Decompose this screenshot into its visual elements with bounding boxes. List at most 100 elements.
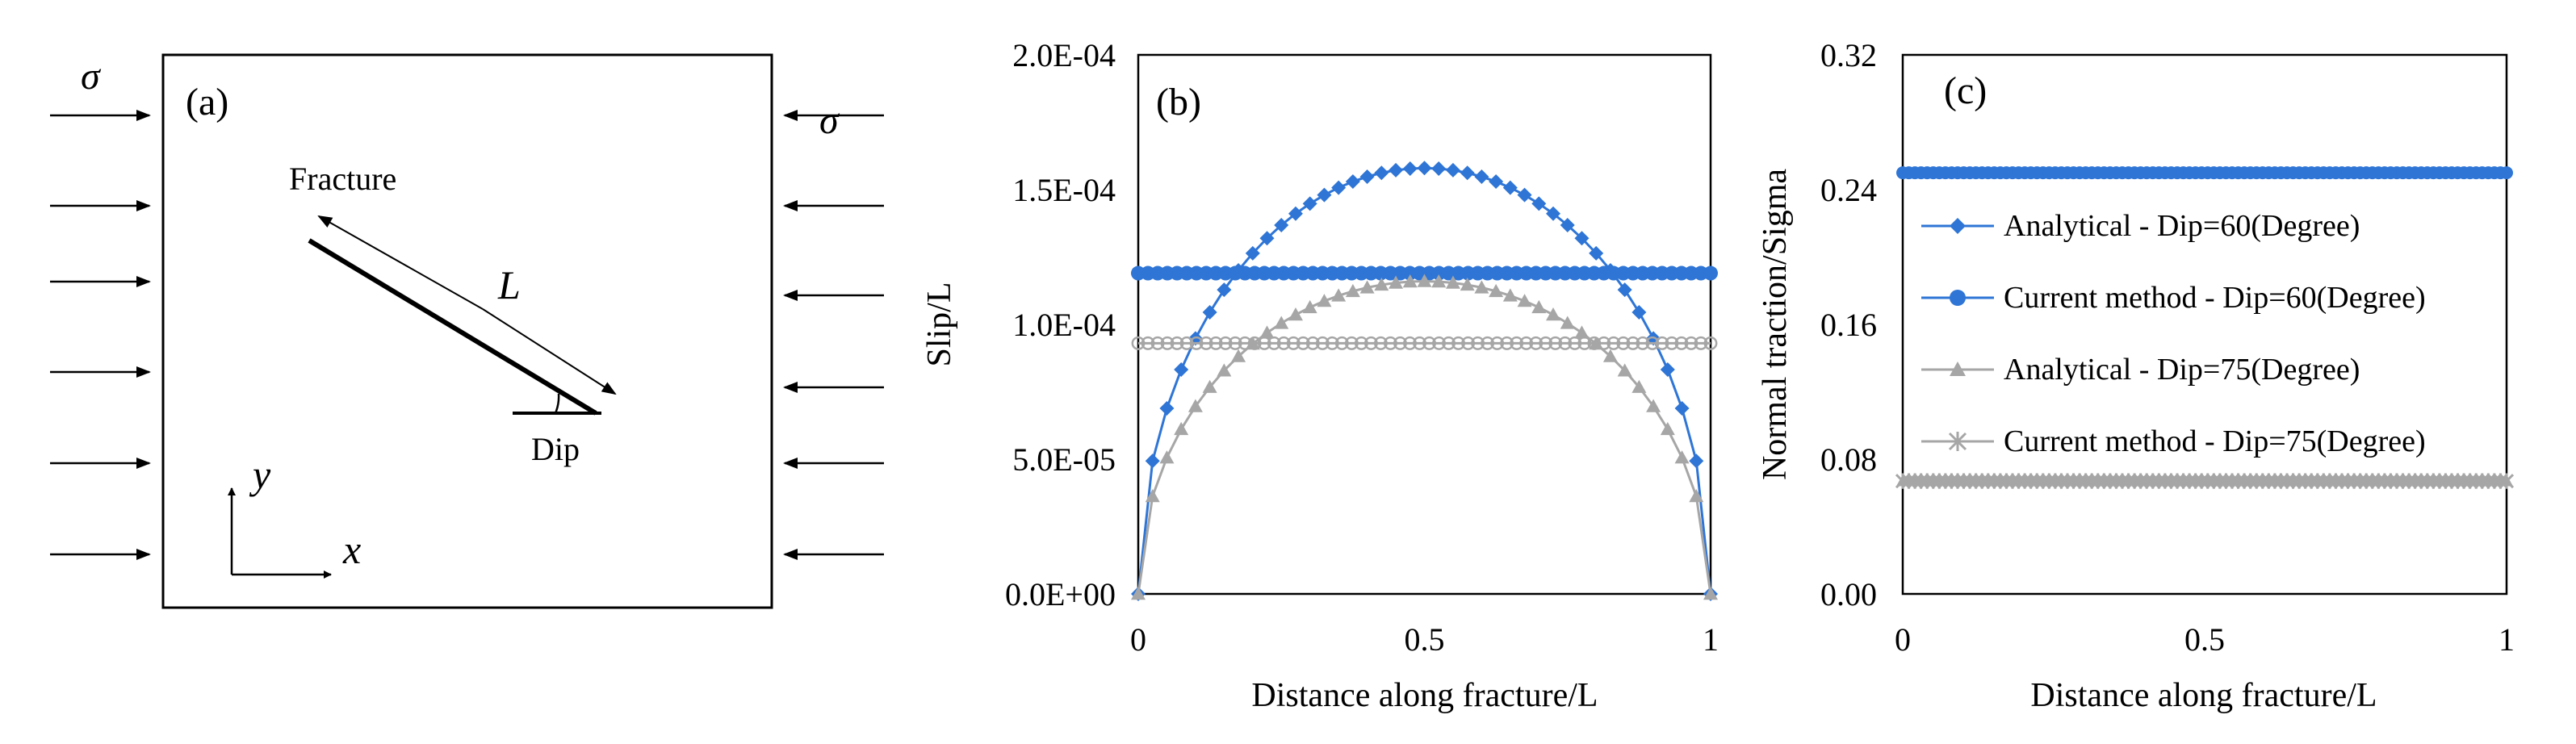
panel-b-label: (b) [1156, 81, 1201, 123]
data-point [1354, 336, 1368, 350]
dip-label: Dip [531, 431, 580, 467]
data-point [1218, 336, 1233, 350]
data-point [1617, 282, 1632, 298]
y-tick-label: 1.0E-04 [1012, 307, 1116, 343]
data-point [1660, 362, 1675, 378]
data-point [1145, 454, 1160, 469]
data-point [1445, 162, 1460, 178]
data-point [1150, 336, 1165, 350]
data-point [1626, 336, 1640, 350]
data-point [1174, 421, 1189, 436]
series [1895, 473, 2515, 489]
legend-marker [1950, 362, 1966, 376]
data-point [1317, 187, 1332, 203]
y-tick-label: 2.0E-04 [1012, 37, 1116, 73]
data-point [1636, 336, 1650, 350]
panel-c-traction-chart: (c) 0.000.080.160.240.32 0 0.5 1 Analytica… [1757, 37, 2515, 714]
data-point [1402, 274, 1418, 288]
data-point [2500, 166, 2513, 180]
data-point [1422, 336, 1436, 350]
data-point [2499, 473, 2515, 489]
panel-a-schematic: (a) σ σ Fracture L Dip [50, 53, 884, 609]
data-point [1474, 280, 1489, 294]
y-axis-title: Normal traction/Sigma [1757, 169, 1794, 480]
data-point [1442, 336, 1456, 350]
data-point [1199, 336, 1213, 350]
x-tick-labels: 0 0.5 1 [1130, 621, 1719, 658]
series-line [1137, 166, 1712, 595]
x-tick-label: 0.5 [1405, 621, 1445, 658]
legend-label: Analytical - Dip=75(Degree) [2004, 353, 2360, 387]
data-point [1546, 206, 1561, 221]
y-tick-label: 0.08 [1820, 441, 1877, 478]
data-point [1174, 362, 1189, 378]
data-point [1531, 196, 1547, 211]
x-axis-label: x [342, 527, 361, 572]
fracture-line [308, 238, 597, 416]
data-point [1363, 336, 1378, 350]
chart-series [1131, 161, 1718, 601]
data-point [1432, 336, 1446, 350]
data-point [1274, 217, 1289, 232]
data-point [1202, 379, 1217, 393]
data-point [1417, 274, 1432, 287]
data-point [1574, 231, 1590, 246]
data-point [1383, 336, 1397, 350]
data-point [1267, 336, 1281, 350]
series-line [1137, 280, 1712, 595]
panel-b-slip-chart: (b) 0.0E+005.0E-051.0E-041.5E-042.0E-04 … [921, 37, 1719, 714]
data-point [1247, 336, 1262, 350]
y-tick-label: 1.5E-04 [1012, 172, 1116, 208]
data-point [1159, 400, 1175, 416]
data-point [1517, 294, 1532, 307]
data-point [1413, 336, 1426, 350]
data-point [1548, 336, 1563, 350]
legend-marker [1950, 290, 1966, 306]
data-point [1606, 336, 1621, 350]
data-point [1451, 336, 1466, 350]
data-point [1274, 316, 1289, 329]
data-point [1517, 187, 1532, 203]
x-axis-title: Distance along fracture/L [1251, 677, 1598, 714]
data-point [1389, 162, 1404, 178]
dip-angle-arc [554, 393, 560, 414]
data-point [1331, 180, 1347, 195]
x-axis-title: Distance along fracture/L [2030, 677, 2377, 714]
data-point [1531, 299, 1547, 314]
data-point [1631, 304, 1647, 320]
data-point [1217, 363, 1232, 377]
data-point [1631, 379, 1647, 393]
data-point [1393, 336, 1407, 350]
data-point [1302, 299, 1317, 314]
y-tick-label: 5.0E-05 [1012, 441, 1116, 478]
data-point [1602, 349, 1618, 362]
x-tick-label: 1 [2499, 621, 2515, 658]
data-point [1445, 275, 1460, 289]
data-point [1460, 165, 1475, 181]
legend-label: Analytical - Dip=60(Degree) [2004, 209, 2360, 243]
data-point [1460, 277, 1475, 291]
data-point [1539, 336, 1553, 350]
plot-area-frame [1137, 53, 1712, 596]
panel-c-label: (c) [1944, 69, 1987, 112]
data-point [1674, 400, 1690, 416]
data-point [1276, 336, 1291, 350]
chart-series [1895, 166, 2515, 489]
data-point [1317, 294, 1332, 307]
legend: Analytical - Dip=60(Degree) Current metho… [1921, 209, 2426, 458]
data-point [1344, 336, 1359, 350]
data-point [1417, 161, 1432, 176]
data-point [1373, 336, 1388, 350]
series [1131, 274, 1718, 600]
data-point [1655, 336, 1669, 350]
data-point [1645, 336, 1660, 350]
data-point [1170, 336, 1184, 350]
data-point [1325, 336, 1339, 350]
y-tick-label: 0.24 [1820, 172, 1877, 208]
data-point [1500, 336, 1514, 350]
data-point [1617, 363, 1632, 377]
y-tick-label: 0.0E+00 [1005, 576, 1116, 612]
data-point [1560, 316, 1575, 329]
left-load-arrows [50, 110, 151, 560]
